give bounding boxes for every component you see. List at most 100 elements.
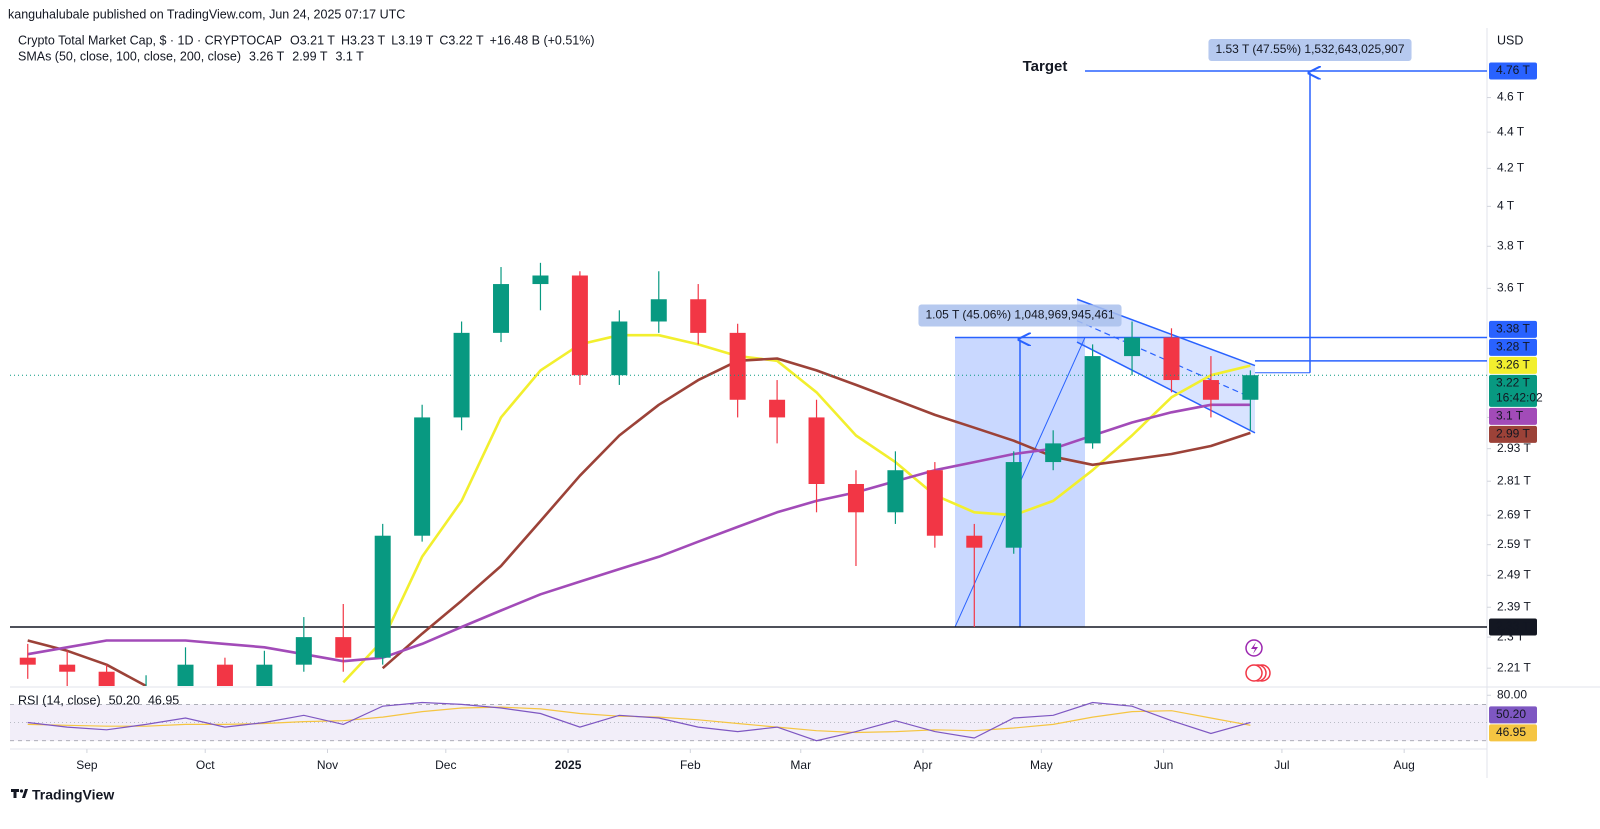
- ohlc-value: 3.23 T: [350, 33, 386, 47]
- chart-title: Crypto Total Market Cap, $ · 1D · CRYPTO…: [18, 33, 282, 47]
- axis-badge-text: 3.26 T: [1496, 358, 1530, 372]
- x-tick-label: Jun: [1154, 758, 1173, 772]
- measure-label-box: [1208, 38, 1412, 61]
- axis-badge-text: 50.20: [1496, 707, 1526, 721]
- axis-badge-box: [1489, 62, 1537, 80]
- x-tick-label: Nov: [317, 758, 338, 772]
- axis-badge-box: [1489, 356, 1537, 374]
- sma-title: SMAs (50, close, 100, close, 200, close): [18, 49, 241, 63]
- price-pane: [10, 71, 1487, 686]
- axis-badge: 50.20: [1489, 706, 1537, 724]
- candle-body: [453, 332, 470, 418]
- candle-body: [650, 299, 667, 322]
- y-tick-label: 4.4 T: [1497, 124, 1525, 138]
- channel-middle: [1076, 320, 1256, 400]
- axis-badge: 3.38 T: [1489, 320, 1537, 338]
- x-tick-label: Feb: [680, 758, 701, 772]
- rsi-line: [27, 701, 1251, 742]
- footer-logo: [11, 789, 28, 798]
- x-tick-label: Sep: [76, 758, 98, 772]
- axis-badge: 2.99 T: [1489, 425, 1537, 443]
- y-tick-label: 4.2 T: [1497, 161, 1525, 175]
- rsi-value: 50.20: [109, 693, 140, 707]
- axis-badge-box: [1489, 338, 1537, 356]
- axis-badge-text: 46.95: [1496, 725, 1526, 739]
- axis-badge: 3.28 T: [1489, 338, 1537, 356]
- event-icon-bolt: [1251, 642, 1258, 654]
- y-tick-label: 2.39 T: [1497, 599, 1531, 613]
- x-tick-label: Aug: [1393, 758, 1414, 772]
- x-tick-label: Dec: [435, 758, 456, 772]
- axis-badge: 2.33 T: [1489, 618, 1537, 636]
- y-tick-label: 2.69 T: [1497, 507, 1531, 521]
- candle-body: [808, 417, 825, 484]
- x-tick-label: Mar: [790, 758, 811, 772]
- axis-badge-text: 3.28 T: [1496, 340, 1530, 354]
- axis-badge: 3.22 T16:42:02: [1489, 374, 1543, 407]
- y-tick-label: 2.81 T: [1497, 473, 1531, 487]
- candle-body: [1242, 375, 1259, 400]
- y-tick-label: 4 T: [1497, 199, 1515, 213]
- ohlc-key: L: [391, 33, 398, 47]
- candle-body: [335, 637, 352, 658]
- axis-badge-text: 2.33 T: [1496, 619, 1530, 633]
- event-icon: [1245, 664, 1263, 682]
- x-tick-label: Apr: [914, 758, 933, 772]
- axis-badge-box: [1489, 618, 1537, 636]
- candle-body: [493, 284, 510, 333]
- axis-badge: 46.95: [1489, 724, 1537, 742]
- x-tick-label: 2025: [555, 758, 582, 772]
- ohlc-value: 3.22 T: [448, 33, 484, 47]
- ohlc-key: O: [290, 33, 300, 47]
- sma-value: 2.99 T: [292, 49, 328, 63]
- candle-body: [374, 535, 391, 658]
- y-tick-label: 2.49 T: [1497, 568, 1531, 582]
- measure-label-text: 1.05 T (45.06%) 1,048,969,945,461: [925, 308, 1114, 322]
- candle-body: [611, 321, 628, 376]
- rsi-tick-label: 80.00: [1497, 687, 1527, 701]
- candle-body: [1202, 380, 1219, 400]
- axis-badge: 3.1 T: [1489, 407, 1537, 425]
- candle-body: [1045, 443, 1062, 463]
- axis-badge-box: [1489, 407, 1537, 425]
- axis-badge-box: [1489, 374, 1537, 407]
- candle-body: [216, 664, 233, 686]
- axis-badge-text: 3.38 T: [1496, 322, 1530, 336]
- candle-body: [59, 664, 76, 672]
- axis-badge-box: [1489, 724, 1537, 742]
- axis-badge-text: 4.76 T: [1496, 63, 1530, 77]
- rsi-title: RSI (14, close): [18, 693, 101, 707]
- candle-body: [1084, 356, 1101, 444]
- candle-body: [847, 483, 864, 513]
- rsi-ma-value: 46.95: [148, 693, 179, 707]
- axis-badge-text: 2.99 T: [1496, 427, 1530, 441]
- axis-badge-text: 3.1 T: [1496, 409, 1524, 423]
- candle-body: [729, 332, 746, 400]
- x-tick-label: Oct: [196, 758, 215, 772]
- candle-body: [1005, 462, 1022, 548]
- ohlc-key: C: [439, 33, 448, 47]
- candle-body: [769, 399, 786, 418]
- axis-badge-box: [1489, 320, 1537, 338]
- y-tick-label: 3.6 T: [1497, 281, 1525, 295]
- ohlc-key: H: [341, 33, 350, 47]
- candle-body: [1163, 337, 1180, 381]
- sma-value: 3.1 T: [335, 49, 364, 63]
- axis-badge-text: 16:42:02: [1496, 391, 1543, 405]
- currency: USD: [1497, 33, 1523, 47]
- x-tick-label: May: [1030, 758, 1053, 772]
- ohlc-value: 3.21 T: [300, 33, 336, 47]
- sma-value: 3.26 T: [249, 49, 285, 63]
- y-tick-label: 4.6 T: [1497, 90, 1525, 104]
- measure-label-box: [918, 304, 1122, 327]
- candle-body: [966, 535, 983, 548]
- measure-label: 1.05 T (45.06%) 1,048,969,945,461: [918, 304, 1122, 327]
- target-label: Target: [1023, 58, 1068, 75]
- y-tick-label: 2.59 T: [1497, 537, 1531, 551]
- candle-body: [887, 470, 904, 513]
- axis-badge: 4.76 T: [1489, 62, 1537, 80]
- channel-lower: [1076, 341, 1256, 434]
- candle-body: [256, 664, 273, 686]
